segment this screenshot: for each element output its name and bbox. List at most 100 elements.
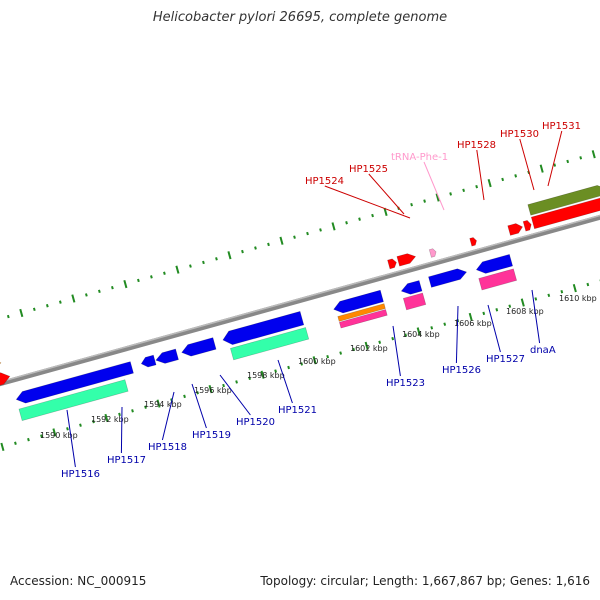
scale-label: 1604 kbp bbox=[402, 330, 440, 339]
gene-label-reverse: HP1521 bbox=[278, 405, 317, 416]
gene-box bbox=[402, 292, 427, 311]
gene-leader-line bbox=[531, 289, 541, 344]
gene-arrow bbox=[222, 311, 305, 345]
forward-tick bbox=[331, 222, 336, 231]
reverse-tick bbox=[326, 354, 330, 359]
gene-arrow bbox=[469, 237, 477, 247]
scale-label: 1602 kbp bbox=[350, 344, 388, 353]
reverse-tick bbox=[300, 362, 303, 366]
gene-arrow bbox=[181, 337, 217, 357]
gene-leader-line bbox=[120, 406, 123, 454]
forward-tick bbox=[111, 285, 114, 290]
forward-tick bbox=[293, 235, 296, 239]
genome-title: Helicobacter pylori 26695, complete geno… bbox=[152, 10, 448, 25]
gene-arrow bbox=[475, 254, 513, 274]
reverse-tick bbox=[404, 333, 408, 337]
forward-tick bbox=[45, 304, 49, 308]
scale-label: 1598 kbp bbox=[247, 371, 285, 380]
forward-tick bbox=[423, 199, 426, 203]
reverse-tick bbox=[443, 322, 447, 326]
forward-tick bbox=[579, 156, 583, 160]
scale-label: 1606 kbp bbox=[454, 319, 492, 328]
scale-label: 1592 kbp bbox=[91, 415, 129, 424]
forward-tick bbox=[410, 202, 413, 207]
forward-tick bbox=[189, 264, 192, 268]
scale-label: 1610 kbp bbox=[559, 294, 597, 303]
reverse-tick bbox=[156, 399, 161, 408]
gene-leader-line bbox=[476, 149, 485, 201]
reverse-tick bbox=[312, 356, 317, 365]
gene-label-forward: HP1531 bbox=[542, 121, 581, 132]
gene-leader-line bbox=[423, 161, 445, 211]
scale-label: 1600 kbp bbox=[298, 357, 336, 366]
reverse-tick bbox=[208, 385, 213, 394]
gene-box bbox=[18, 379, 129, 422]
gene-leader-line bbox=[324, 185, 411, 219]
reverse-tick bbox=[482, 311, 486, 316]
gene-leader-line bbox=[547, 130, 563, 187]
reverse-tick bbox=[104, 413, 109, 423]
gene-label-reverse: HP1523 bbox=[386, 378, 425, 389]
forward-tick bbox=[371, 213, 374, 218]
forward-tick bbox=[553, 163, 557, 167]
trna-arrow bbox=[428, 248, 437, 258]
gene-leader-line bbox=[487, 304, 501, 353]
reverse-tick bbox=[222, 383, 225, 388]
gene-label-forward: HP1524 bbox=[305, 176, 344, 187]
reverse-tick bbox=[118, 412, 121, 417]
reverse-tick bbox=[547, 293, 551, 298]
reverse-tick bbox=[235, 380, 238, 384]
gene-box bbox=[337, 303, 386, 322]
gene-label-reverse: HP1518 bbox=[148, 442, 187, 453]
reverse-tick bbox=[572, 284, 577, 293]
gene-arrow bbox=[396, 253, 417, 267]
forward-tick bbox=[345, 221, 348, 225]
gene-leader-line bbox=[368, 173, 405, 215]
forward-tick bbox=[175, 265, 180, 274]
forward-tick bbox=[487, 178, 492, 188]
forward-tick bbox=[58, 300, 62, 304]
reverse-tick bbox=[196, 391, 199, 395]
reverse-tick bbox=[416, 327, 421, 336]
forward-tick bbox=[591, 150, 596, 159]
gene-leader-line bbox=[455, 305, 459, 364]
scale-label: 1594 kbp bbox=[144, 400, 182, 409]
gene-arrow bbox=[15, 361, 134, 404]
forward-tick bbox=[6, 314, 10, 319]
gene-label-reverse: HP1527 bbox=[486, 354, 525, 365]
forward-tick bbox=[539, 164, 544, 173]
reverse-tick bbox=[131, 409, 134, 413]
reverse-tick bbox=[40, 434, 43, 438]
gene-leader-line bbox=[191, 383, 207, 429]
reverse-tick bbox=[66, 427, 69, 431]
forward-tick bbox=[137, 278, 140, 283]
forward-tick bbox=[215, 257, 218, 261]
forward-tick bbox=[163, 271, 166, 275]
forward-tick bbox=[71, 294, 76, 303]
reverse-tick bbox=[92, 419, 95, 424]
accession-text: Accession: NC_000915 bbox=[10, 574, 147, 588]
forward-tick bbox=[254, 246, 257, 250]
forward-tick bbox=[19, 308, 24, 318]
reverse-tick bbox=[339, 351, 343, 355]
gene-arrow bbox=[155, 348, 179, 364]
gene-box bbox=[478, 268, 518, 291]
forward-tick bbox=[227, 251, 232, 260]
topology-text: Topology: circular; Length: 1,667,867 bp… bbox=[260, 574, 590, 588]
gene-leader-line bbox=[161, 391, 175, 441]
reverse-tick bbox=[495, 308, 499, 312]
reverse-tick bbox=[14, 441, 17, 445]
gene-arrow bbox=[333, 289, 384, 314]
forward-tick bbox=[123, 279, 128, 289]
forward-tick bbox=[202, 260, 205, 265]
gene-arrow bbox=[522, 220, 532, 232]
reverse-tick bbox=[534, 297, 538, 301]
reverse-tick bbox=[27, 437, 30, 442]
forward-tick bbox=[358, 217, 361, 221]
gene-label-reverse: HP1519 bbox=[192, 430, 231, 441]
gene-leader-line bbox=[219, 374, 251, 416]
forward-tick bbox=[514, 174, 518, 178]
reverse-tick bbox=[586, 282, 590, 287]
gene-label-reverse: dnaA bbox=[530, 345, 556, 356]
reverse-tick bbox=[468, 312, 473, 322]
